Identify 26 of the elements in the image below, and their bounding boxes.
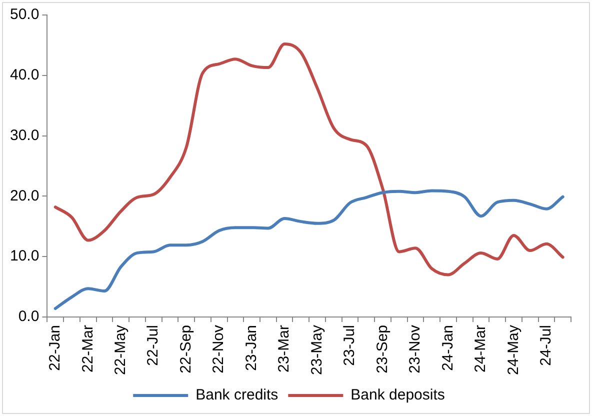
y-tick-label: 20.0	[10, 187, 40, 204]
x-tick-label: 22-Mar	[79, 324, 96, 372]
y-tick-label: 0.0	[18, 308, 40, 326]
x-tick-label: 23-Mar	[276, 324, 293, 372]
legend-label: Bank deposits	[350, 386, 445, 404]
line-series	[54, 189, 564, 310]
x-tick-label: 24-Jan	[439, 324, 456, 371]
x-tick-label: 23-Jan	[242, 324, 260, 371]
x-tick-label: 22-Nov	[210, 324, 228, 374]
x-tick-label: 23-Sep	[374, 324, 391, 374]
line-series	[54, 42, 564, 276]
x-tick-label: 24-May	[504, 324, 522, 376]
x-tick-label: 23-May	[308, 324, 326, 376]
x-tick-label: 24-Mar	[472, 324, 490, 372]
x-tick-label: 22-Jul	[144, 324, 162, 366]
y-tick-label: 30.0	[10, 126, 40, 144]
x-tick-label: 22-May	[112, 324, 129, 376]
y-tick-label: 10.0	[10, 248, 40, 265]
x-tick-label: 24-Jul	[538, 324, 555, 366]
y-tick-label: 50.0	[10, 6, 40, 24]
legend-label: Bank credits	[196, 386, 278, 404]
y-tick-label: 40.0	[10, 66, 40, 84]
x-tick-label: 22-Sep	[177, 324, 194, 374]
x-tick-label: 22-Jan	[46, 324, 64, 371]
x-tick-label: 23-Nov	[406, 324, 424, 374]
x-tick-label: 23-Jul	[341, 324, 358, 366]
